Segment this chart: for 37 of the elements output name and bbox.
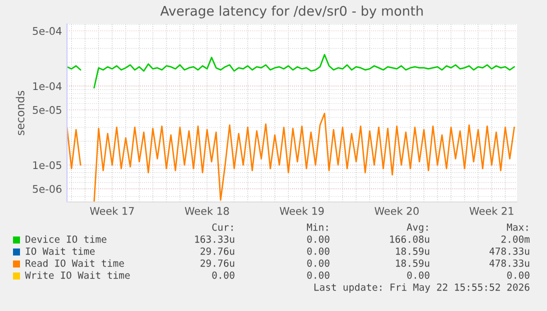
y-tick-label: 5e-04 (32, 27, 62, 35)
text: Max: (506, 224, 528, 231)
chart-title: Average latency for /dev/sr0 - by month (160, 6, 423, 18)
x-tick-label: Week 20 (374, 206, 419, 215)
text: 166.08u (390, 235, 430, 243)
text: 478.33u (490, 259, 530, 267)
text: 0.00 (307, 247, 330, 255)
legend-label: Read IO Wait time (26, 259, 124, 267)
text: Last update: Fri May 22 15:55:52 2026 (314, 283, 530, 293)
x-tick-label: Week 21 (469, 206, 514, 215)
text: 18.59u (396, 259, 430, 267)
text: 0.00 (212, 271, 234, 279)
text: Cur: (212, 223, 233, 231)
text: Min: (306, 223, 328, 231)
y-tick-label: 5e-06 (32, 185, 62, 193)
legend-label: IO Wait time (26, 247, 95, 255)
text: 0.00 (307, 235, 330, 243)
text: 0.00 (507, 271, 530, 279)
text: 0.00 (407, 271, 430, 279)
text: 29.76u (200, 259, 234, 267)
text: 2.00m (501, 235, 530, 243)
y-axis-title: seconds (16, 90, 24, 136)
y-tick-label: 5e-05 (32, 106, 62, 114)
text: 163.33u (195, 235, 234, 243)
y-tick-label: 1e-04 (33, 82, 62, 90)
legend-label: Write IO Wait time (25, 271, 130, 279)
legend-label: Device IO time (26, 235, 106, 243)
text: 18.59u (396, 247, 430, 255)
x-tick-label: Week 19 (280, 206, 324, 215)
text: 29.76u (200, 247, 234, 255)
text: Avg: (406, 224, 428, 233)
text: 0.00 (307, 271, 330, 279)
text: 0.00 (307, 259, 330, 267)
y-tick-label: 1e-05 (33, 161, 62, 170)
x-tick-label: Week 18 (184, 206, 229, 215)
x-tick-label: Week 17 (90, 206, 134, 215)
text: 478.33u (490, 247, 530, 255)
